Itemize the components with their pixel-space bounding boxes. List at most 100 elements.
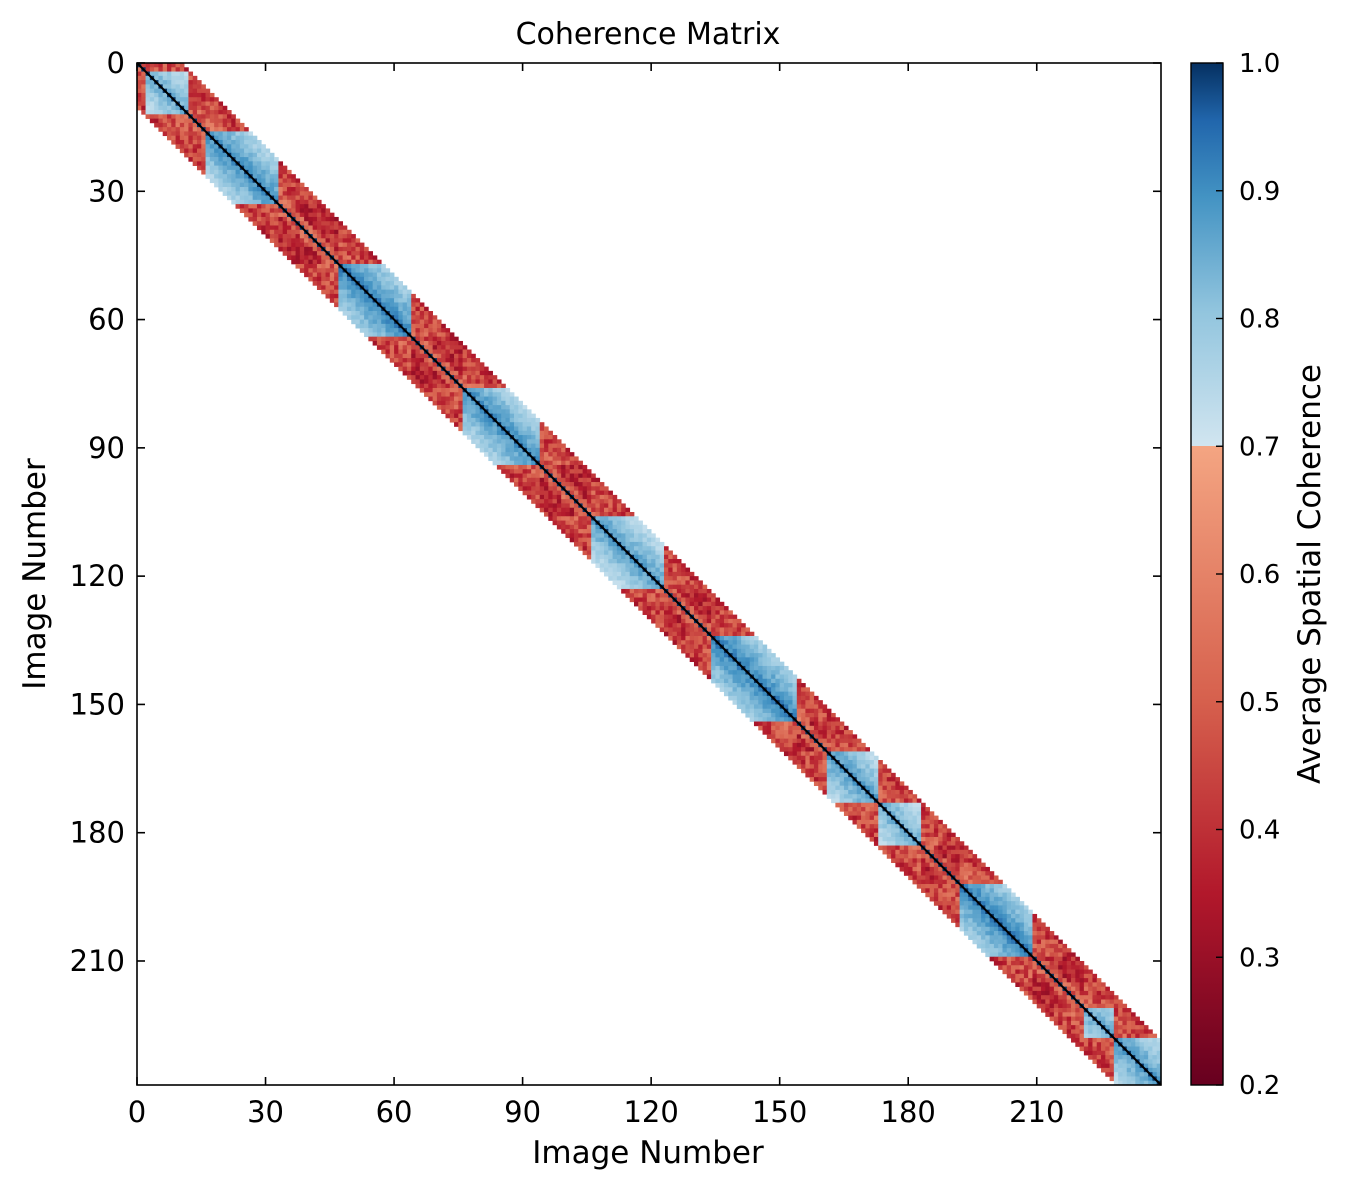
heatmap-cell <box>616 507 622 513</box>
heatmap-cell <box>231 139 236 145</box>
heatmap-cell <box>244 152 249 158</box>
heatmap-cell <box>201 105 206 111</box>
heatmap-cell <box>706 593 712 598</box>
heatmap-cell <box>574 486 579 491</box>
heatmap-cell <box>1032 943 1038 949</box>
heatmap-cell <box>612 550 618 556</box>
heatmap-cell <box>921 832 926 838</box>
heatmap-cell <box>702 631 708 637</box>
diagonal-mark <box>136 62 1162 1086</box>
heatmap-cell <box>1023 931 1029 936</box>
heatmap-cell <box>612 559 618 564</box>
heatmap-cell <box>531 447 536 453</box>
heatmap-cell <box>616 512 622 517</box>
heatmap-cell <box>646 554 652 560</box>
heatmap-cell <box>445 358 451 363</box>
heatmap-cell <box>762 644 768 650</box>
heatmap-cell <box>1109 1008 1115 1013</box>
heatmap-cell <box>406 315 412 320</box>
heatmap-cell <box>715 606 721 611</box>
heatmap-cell <box>548 430 553 436</box>
heatmap-cell <box>394 281 399 286</box>
heatmap-cell <box>809 708 815 714</box>
heatmap-cell <box>591 499 596 504</box>
heatmap-cell <box>813 751 819 757</box>
heatmap-cell <box>1011 926 1016 932</box>
heatmap-cell <box>861 794 866 799</box>
heatmap-cell <box>265 174 271 179</box>
heatmap-cell <box>1105 999 1110 1005</box>
heatmap-cell <box>175 71 181 77</box>
heatmap-cell <box>291 208 296 214</box>
heatmap-cell <box>419 340 425 346</box>
heatmap-cell <box>758 700 763 705</box>
heatmap-cell <box>1062 948 1068 953</box>
heatmap-cell <box>295 234 301 239</box>
heatmap-cell <box>231 114 236 119</box>
heatmap-cell <box>462 358 468 363</box>
x-tick-label: 120 <box>623 1095 678 1129</box>
heatmap-cell <box>591 550 596 556</box>
heatmap-cell <box>959 879 965 885</box>
heatmap-cell <box>544 482 549 487</box>
heatmap-cell <box>548 469 553 474</box>
heatmap-cell <box>372 323 378 329</box>
heatmap-cell <box>488 383 493 389</box>
heatmap-cell <box>338 234 343 239</box>
heatmap-cell <box>218 127 224 132</box>
heatmap-cell <box>1079 990 1085 996</box>
heatmap-cell <box>308 272 314 278</box>
heatmap-cell <box>711 670 716 675</box>
heatmap-cell <box>1083 978 1089 983</box>
heatmap-cell <box>689 657 695 663</box>
heatmap-cell <box>548 435 553 440</box>
heatmap-cell <box>1148 1046 1153 1052</box>
heatmap-cell <box>891 785 896 791</box>
heatmap-cell <box>518 413 523 419</box>
heatmap-cell <box>702 588 708 594</box>
heatmap-cell <box>269 199 275 205</box>
heatmap-cell <box>299 259 305 265</box>
heatmap-cell <box>462 379 468 385</box>
heatmap-cell <box>291 204 296 209</box>
heatmap-cell <box>1058 965 1063 970</box>
heatmap-cell <box>1126 1080 1132 1086</box>
heatmap-cell <box>449 409 455 414</box>
heatmap-cell <box>505 469 511 474</box>
heatmap-cell <box>706 657 712 663</box>
heatmap-cell <box>308 208 314 214</box>
heatmap-cell <box>621 580 626 586</box>
heatmap-cell <box>398 306 403 312</box>
heatmap-cell <box>783 725 789 731</box>
heatmap-cell <box>912 819 918 825</box>
heatmap-cell <box>1071 1012 1076 1017</box>
heatmap-cell <box>1049 969 1055 975</box>
heatmap-cell <box>1122 1080 1128 1086</box>
heatmap-cell <box>839 738 845 744</box>
heatmap-cell <box>955 892 960 898</box>
heatmap-cell <box>634 588 639 594</box>
heatmap-cell <box>222 105 228 111</box>
heatmap-cell <box>1002 943 1008 949</box>
heatmap-cell <box>1096 1008 1102 1013</box>
heatmap-cell <box>162 67 168 72</box>
heatmap-cell <box>1058 986 1063 992</box>
heatmap-cell <box>591 537 596 543</box>
heatmap-cell <box>1062 1020 1068 1026</box>
heatmap-cell <box>634 571 639 577</box>
heatmap-cell <box>921 854 926 859</box>
heatmap-cell <box>826 725 832 731</box>
heatmap-cell <box>415 362 421 367</box>
heatmap-cell <box>548 490 553 496</box>
heatmap-cell <box>621 516 626 521</box>
heatmap-cell <box>415 358 421 363</box>
heatmap-cell <box>312 204 318 209</box>
heatmap-cell <box>509 456 515 462</box>
heatmap-cell <box>852 794 858 799</box>
heatmap-cell <box>801 687 806 692</box>
heatmap-cell <box>1028 948 1033 953</box>
heatmap-cell <box>509 460 515 466</box>
heatmap-cell <box>441 349 446 355</box>
heatmap-cell <box>856 751 862 757</box>
heatmap-cell <box>625 537 631 543</box>
